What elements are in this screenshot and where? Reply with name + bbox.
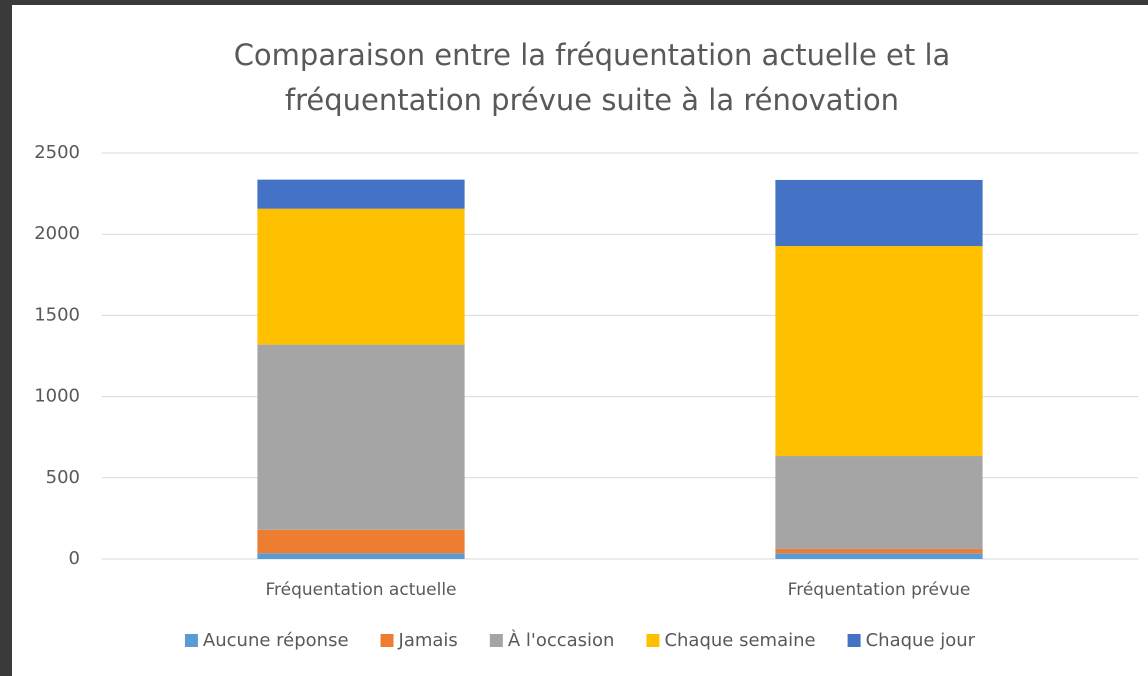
- legend-label: Aucune réponse: [203, 630, 349, 651]
- x-tick-label: Fréquentation actuelle: [265, 580, 456, 600]
- legend-label: Chaque semaine: [664, 630, 815, 651]
- bar-segment: [257, 529, 465, 554]
- chart-title: fréquentation prévue suite à la rénovati…: [285, 83, 899, 117]
- legend-swatch: [646, 634, 660, 647]
- y-tick-label: 2000: [34, 223, 80, 244]
- y-tick-label: 2500: [34, 142, 80, 163]
- bar-segment: [257, 208, 465, 345]
- bar-segment: [257, 553, 465, 559]
- legend-label: Jamais: [398, 630, 458, 651]
- y-tick-label: 500: [46, 467, 80, 488]
- bar-segment: [775, 548, 983, 554]
- legend-swatch: [380, 634, 394, 647]
- bar-segment: [775, 553, 983, 559]
- legend-swatch: [184, 634, 198, 647]
- x-tick-label: Fréquentation prévue: [788, 580, 971, 600]
- y-tick-label: 1000: [34, 386, 80, 407]
- y-tick-label: 0: [69, 548, 80, 569]
- legend-label: Chaque jour: [866, 630, 976, 651]
- bar-segment: [775, 456, 983, 549]
- legend-swatch: [489, 634, 503, 647]
- legend-label: À l'occasion: [508, 629, 615, 651]
- bar-segment: [775, 179, 983, 247]
- y-tick-label: 1500: [34, 304, 80, 325]
- bar-segment: [257, 344, 465, 530]
- bar-segment: [775, 246, 983, 457]
- chart-title: Comparaison entre la fréquentation actue…: [234, 38, 951, 72]
- bar-segment: [257, 179, 465, 209]
- legend-swatch: [847, 634, 861, 647]
